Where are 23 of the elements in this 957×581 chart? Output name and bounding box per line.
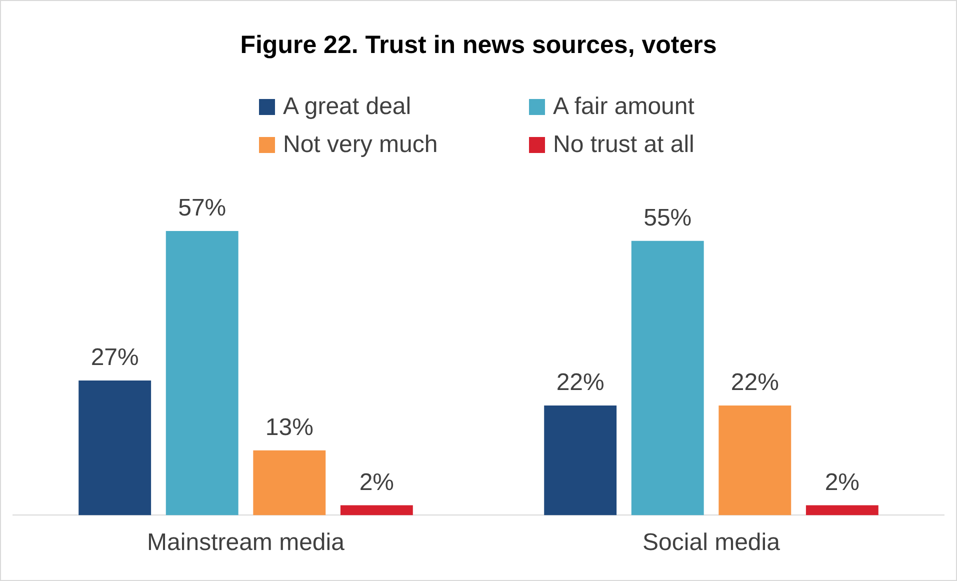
data-label: 27%: [90, 344, 139, 372]
legend-label: A great deal: [283, 93, 412, 121]
x-tick-label: Mainstream media: [147, 529, 346, 556]
bar: [166, 230, 238, 516]
legend-label: No trust at all: [553, 131, 694, 159]
bar: [806, 505, 878, 516]
legend-label: Not very much: [283, 131, 438, 159]
bar: [544, 405, 617, 516]
bar: [78, 380, 152, 516]
x-tick-label: Social media: [642, 529, 781, 556]
data-label: 57%: [178, 194, 226, 222]
data-label: 2%: [359, 468, 394, 496]
data-label: 55%: [644, 204, 692, 232]
data-label: 2%: [824, 468, 860, 496]
data-label: 22%: [730, 369, 779, 396]
bar: [718, 405, 792, 516]
chart-title: Figure 22. Trust in news sources, voters: [239, 31, 718, 60]
legend-label: A fair amount: [553, 93, 694, 121]
bar: [253, 450, 326, 516]
bar: [631, 240, 704, 516]
bar: [340, 505, 413, 516]
data-label: 13%: [265, 414, 314, 441]
data-label: 22%: [556, 369, 604, 396]
